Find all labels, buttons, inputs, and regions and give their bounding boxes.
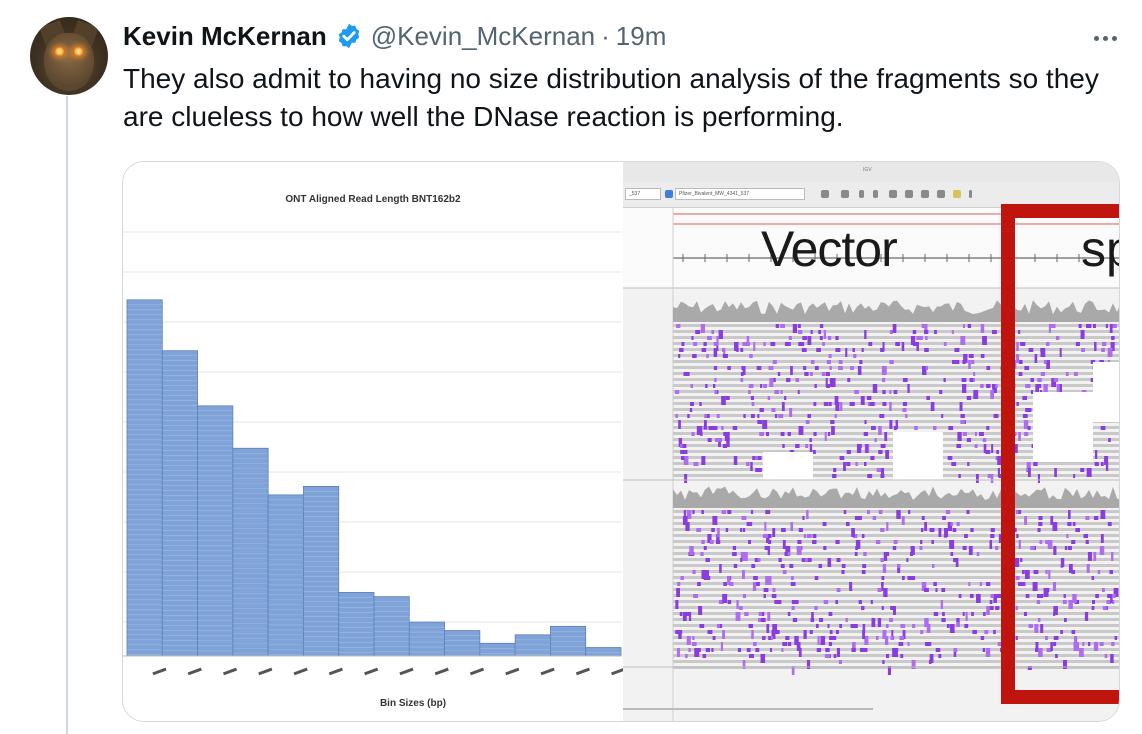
histogram-bar xyxy=(373,596,410,657)
display-name[interactable]: Kevin McKernan xyxy=(123,20,327,51)
histogram-bar xyxy=(550,625,587,657)
histogram-panel: ONT Aligned Read Length BNT162b2 Bin Siz… xyxy=(123,162,623,721)
more-options-icon[interactable] xyxy=(1088,24,1122,52)
read-track xyxy=(673,324,1119,483)
bin-tick-label xyxy=(258,667,273,676)
verified-badge-icon[interactable] xyxy=(335,22,363,50)
user-handle[interactable]: @Kevin_McKernan xyxy=(370,20,596,51)
viewer-toolbar: _537 Pfizer_Bivalent_MW_4341_537 xyxy=(623,182,1119,208)
histogram-bar xyxy=(232,447,269,657)
tweet-text: They also admit to having no size distri… xyxy=(123,63,1099,132)
avatar[interactable] xyxy=(30,17,108,95)
thread-line xyxy=(66,96,68,734)
histogram-bar xyxy=(303,485,340,657)
bin-tick-label xyxy=(328,667,343,676)
highlight-box xyxy=(1001,204,1119,704)
locus-input: Pfizer_Bivalent_MW_4341_537 xyxy=(675,188,805,200)
home-icon xyxy=(841,190,849,198)
histogram-bar xyxy=(161,350,198,657)
popup-icon xyxy=(953,190,961,198)
bin-tick-label xyxy=(469,667,485,676)
region-icon xyxy=(905,190,913,198)
histogram-bar xyxy=(444,630,481,657)
histogram-bar xyxy=(585,647,622,657)
bin-tick-label xyxy=(364,667,379,676)
resize-icon xyxy=(969,190,972,198)
forward-icon xyxy=(873,190,878,198)
bin-tick-label xyxy=(399,667,414,676)
viewer-title-bar: IGV xyxy=(623,162,1119,182)
histogram-bar xyxy=(479,642,516,657)
histogram-bar xyxy=(338,591,375,657)
tweet-header: Kevin McKernan @Kevin_McKernan · 19m xyxy=(123,18,666,54)
back-icon xyxy=(859,190,864,198)
genome-icon xyxy=(665,190,673,198)
tweet-media-image[interactable]: ONT Aligned Read Length BNT162b2 Bin Siz… xyxy=(122,161,1120,722)
bin-tick-label xyxy=(293,667,308,676)
histogram-bar xyxy=(408,621,445,657)
bin-tick-label xyxy=(611,667,623,676)
timestamp[interactable]: 19m xyxy=(615,20,667,51)
region-label-vector: Vector xyxy=(761,221,898,277)
bin-tick-label xyxy=(540,667,555,676)
histogram-bar xyxy=(126,299,163,657)
x-axis-label: Bin Sizes (bp) xyxy=(379,698,447,709)
bin-tick-label xyxy=(505,667,520,676)
bin-tick-label xyxy=(187,667,202,676)
ruler-icon xyxy=(921,190,929,198)
histogram-bar xyxy=(514,634,551,657)
bin-tick-label xyxy=(575,667,590,676)
chart-title: ONT Aligned Read Length BNT162b2 xyxy=(285,194,461,205)
close-icon xyxy=(937,190,945,198)
histogram-bar xyxy=(267,494,304,657)
genome-viewer-panel: IGV _537 Pfizer_Bivalent_MW_4341_537 Vec… xyxy=(623,162,1119,721)
genome-select: _537 xyxy=(625,188,661,200)
bin-tick-label xyxy=(222,667,238,676)
refresh-icon xyxy=(889,190,897,198)
viewer-window-title: IGV xyxy=(863,167,872,173)
separator-dot: · xyxy=(601,20,610,51)
bin-tick-label xyxy=(434,667,449,676)
histogram-chart xyxy=(123,231,623,676)
go-icon xyxy=(821,190,829,198)
ruler-area xyxy=(623,208,1119,288)
scrollbar xyxy=(623,708,873,710)
alignment-tracks xyxy=(623,208,1119,721)
bin-tick-label xyxy=(152,667,167,676)
region-label-sp: sp xyxy=(1081,221,1119,277)
histogram-bar xyxy=(197,405,234,657)
